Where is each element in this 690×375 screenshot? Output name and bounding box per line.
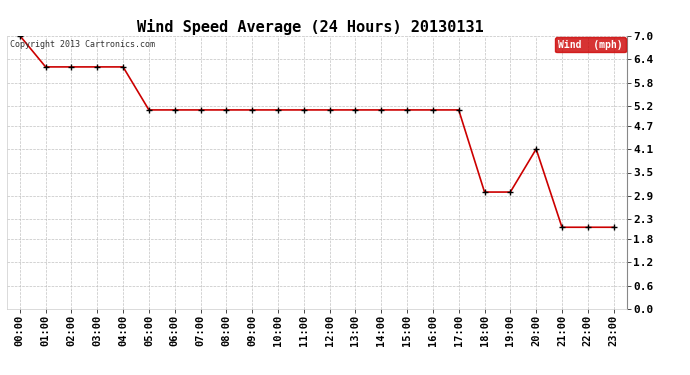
Legend: Wind  (mph): Wind (mph) xyxy=(555,37,626,52)
Text: Wind Speed Average (24 Hours) 20130131: Wind Speed Average (24 Hours) 20130131 xyxy=(137,19,484,35)
Text: Copyright 2013 Cartronics.com: Copyright 2013 Cartronics.com xyxy=(10,40,155,49)
